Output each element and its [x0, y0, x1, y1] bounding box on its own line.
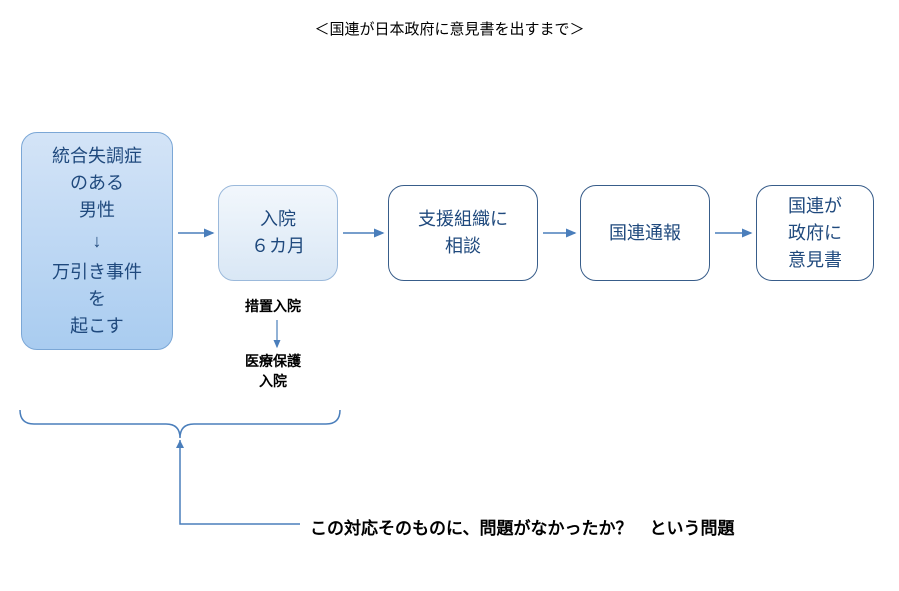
node2-line2: ６カ月	[251, 233, 305, 260]
bracket	[20, 410, 340, 438]
sublabel-iryo: 医療保護 入院	[245, 352, 301, 391]
node-support-org: 支援組織に 相談	[388, 185, 538, 281]
node-un-report: 国連通報	[580, 185, 710, 281]
node1-line2: のある	[70, 170, 124, 197]
node5-line3: 意見書	[788, 247, 842, 274]
callout-line	[180, 440, 300, 524]
node1-line5: を	[88, 286, 106, 313]
node1-line1: 統合失調症	[52, 143, 142, 170]
sublabel-iryo-l1: 医療保護	[245, 352, 301, 372]
node1-line4: 万引き事件	[52, 259, 142, 286]
node-patient-incident: 統合失調症 のある 男性 ↓ 万引き事件 を 起こす	[21, 132, 173, 350]
node1-line3: 男性	[79, 197, 115, 224]
node-hospitalization: 入院 ６カ月	[218, 185, 338, 281]
node5-line1: 国連が	[788, 193, 842, 220]
node3-line2: 相談	[445, 233, 481, 260]
node4-line1: 国連通報	[609, 220, 681, 247]
diagram-title: ＜国連が日本政府に意見書を出すまで＞	[0, 18, 899, 39]
node2-line1: 入院	[260, 206, 296, 233]
node-un-opinion: 国連が 政府に 意見書	[756, 185, 874, 281]
down-arrow-icon: ↓	[93, 228, 102, 255]
node1-line6: 起こす	[70, 313, 124, 340]
sublabel-iryo-l2: 入院	[245, 372, 301, 392]
node5-line2: 政府に	[788, 220, 842, 247]
sublabel-sochi: 措置入院	[245, 297, 301, 317]
callout-arrowhead	[176, 440, 184, 448]
node3-line1: 支援組織に	[418, 206, 508, 233]
bottom-question-text: この対応そのものに、問題がなかったか？ という問題	[310, 514, 735, 539]
